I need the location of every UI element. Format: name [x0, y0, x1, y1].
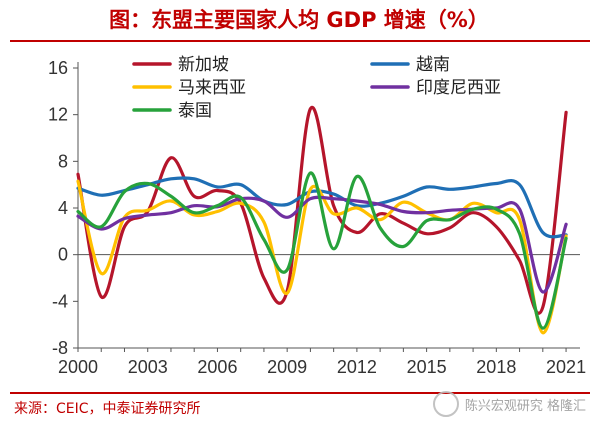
- source-rule: [10, 392, 590, 394]
- x-tick-label: 2000: [58, 357, 98, 377]
- watermark-logo-icon: [432, 391, 459, 417]
- x-tick-label: 2015: [407, 357, 447, 377]
- legend-label-0: 新加坡: [178, 55, 229, 75]
- x-tick-label: 2021: [546, 357, 586, 377]
- legend-label-3: 印度尼西亚: [416, 78, 501, 98]
- legend-label-4: 泰国: [178, 101, 212, 121]
- y-tick-label: -4: [52, 291, 68, 311]
- chart: -8 -4 0 4 8 12 16 2000 2003 2006 2009 2012 2015 2018 2…: [48, 55, 586, 377]
- series-line-4: [76, 171, 568, 330]
- legend-label-2: 马来西亚: [178, 78, 246, 98]
- title-rule: [10, 40, 590, 42]
- series-line-1: [76, 176, 568, 239]
- y-tick-label: 8: [58, 151, 68, 171]
- y-tick-label: 0: [58, 245, 68, 265]
- x-tick-label: 2009: [267, 357, 307, 377]
- source-note: 来源：CEIC，中泰证券研究所: [14, 401, 201, 417]
- watermark-text: 陈兴宏观研究 格隆汇: [464, 398, 586, 414]
- x-tick-label: 2003: [128, 357, 168, 377]
- x-tick-label: 2012: [337, 357, 377, 377]
- x-tick-label: 2006: [197, 357, 237, 377]
- series-line-0: [76, 105, 568, 315]
- chart-title: 图：东盟主要国家人均 GDP 增速（%）: [109, 8, 489, 32]
- y-tick-label: 4: [58, 198, 68, 218]
- chart-axes: -8 -4 0 4 8 12 16 2000 2003 2006 2009 2012 2015 2018 2…: [48, 58, 586, 377]
- chart-series-lines: [76, 105, 568, 335]
- legend-label-1: 越南: [416, 55, 450, 75]
- watermark: 陈兴宏观研究 格隆汇: [432, 384, 586, 424]
- x-tick-label: 2018: [476, 357, 516, 377]
- y-tick-label: 16: [48, 58, 68, 78]
- y-tick-label: 12: [48, 105, 68, 125]
- y-tick-label: -8: [52, 338, 68, 358]
